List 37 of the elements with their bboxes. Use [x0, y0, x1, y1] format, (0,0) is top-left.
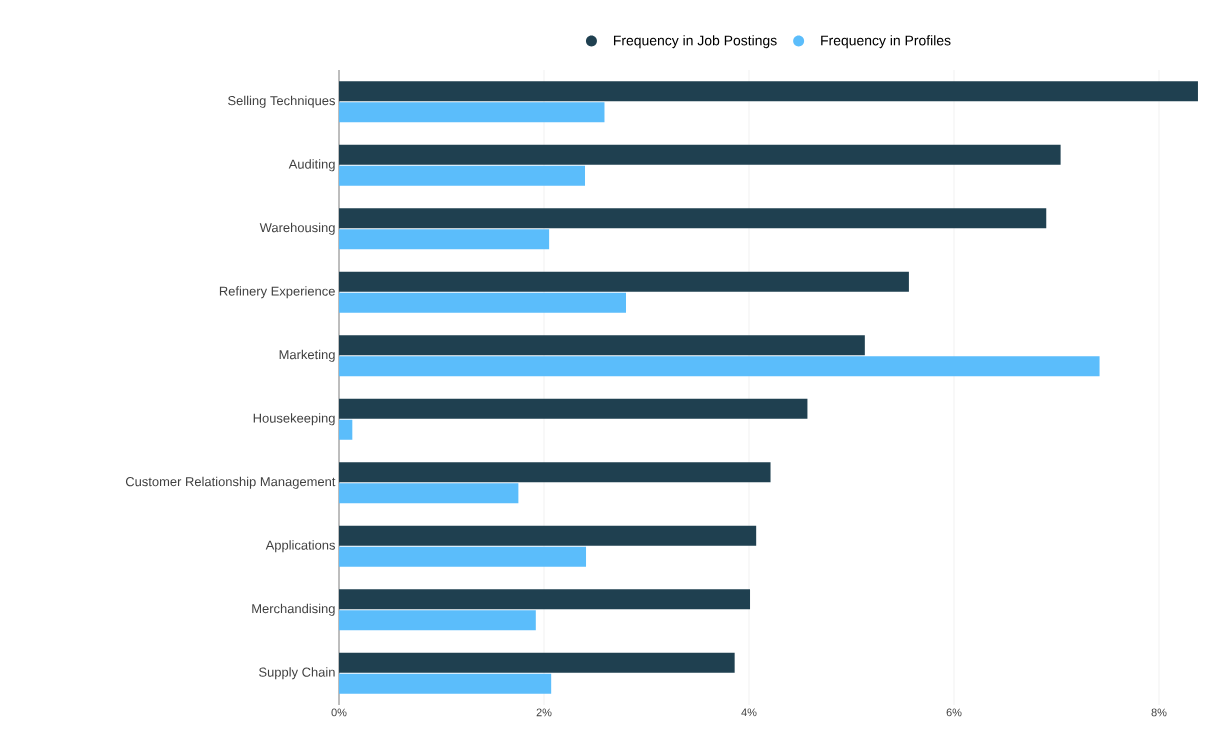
bar: [339, 335, 865, 356]
bar: [339, 165, 585, 186]
bar: [339, 271, 909, 292]
y-tick-label: Marketing: [279, 349, 335, 362]
bar: [339, 462, 771, 483]
bar: [339, 483, 519, 504]
bar: [339, 102, 605, 123]
bar: [339, 229, 550, 250]
bar: [339, 525, 757, 546]
y-tick-label: Auditing: [288, 159, 335, 172]
bar: [339, 398, 808, 419]
bar: [339, 81, 1198, 102]
y-tick-label: Warehousing: [259, 222, 335, 235]
bar: [339, 419, 353, 440]
bar: [339, 546, 587, 567]
x-tick-label: 6%: [946, 708, 962, 717]
bar: [339, 208, 1047, 229]
legend-label: Frequency in Profiles: [821, 35, 951, 49]
x-tick-label: 2%: [536, 708, 552, 717]
y-tick-label: Customer Relationship Management: [125, 476, 336, 489]
y-tick-label: Selling Techniques: [228, 95, 335, 108]
x-tick-label: 0%: [331, 708, 347, 717]
y-tick-label: Applications: [265, 540, 336, 553]
y-tick-label: Merchandising: [252, 603, 335, 616]
bar: [339, 673, 552, 694]
bar: [339, 292, 626, 313]
bar: [339, 652, 735, 673]
y-tick-label: Refinery Experience: [219, 286, 335, 299]
y-tick-label: Housekeeping: [253, 413, 335, 426]
x-tick-label: 8%: [1151, 708, 1167, 717]
x-tick-label: 4%: [741, 708, 757, 717]
bar: [339, 356, 1100, 377]
legend-label: Frequency in Job Postings: [613, 35, 777, 49]
bar: [339, 610, 536, 631]
y-tick-label: Supply Chain: [259, 667, 335, 680]
bar: [339, 589, 751, 610]
bar: [339, 144, 1061, 165]
